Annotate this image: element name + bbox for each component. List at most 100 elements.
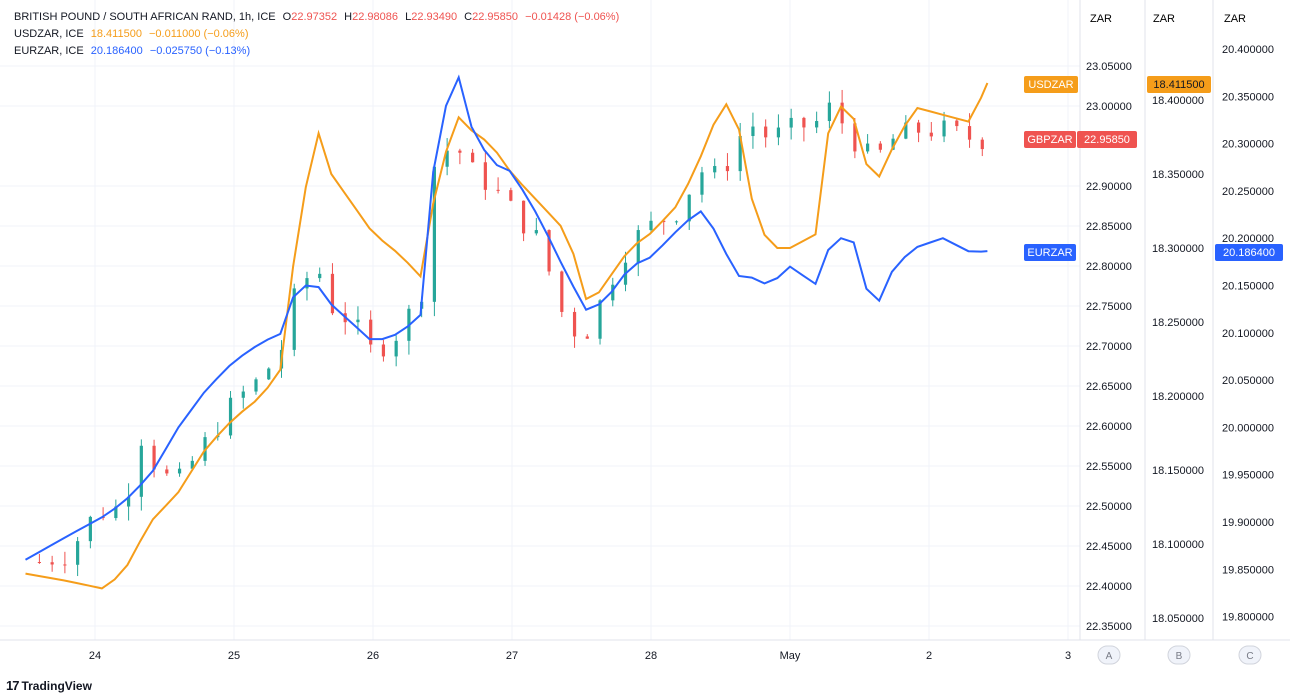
candle-body <box>840 102 844 124</box>
legend-change: −0.01428 (−0.06%) <box>525 11 620 23</box>
axis-b-unit: ZAR <box>1153 13 1175 25</box>
axis-a-tick-label: 22.70000 <box>1086 341 1132 353</box>
candle-body <box>636 230 640 263</box>
axis-b-tick-label: 18.350000 <box>1152 169 1204 181</box>
legend-eurzar[interactable]: EURZAR, ICE 20.186400 −0.025750 (−0.13%) <box>14 43 623 60</box>
axis-c-tick-label: 20.100000 <box>1222 328 1274 340</box>
axis-b-tick-label: 18.050000 <box>1152 613 1204 625</box>
axis-b-ticks: 18.400000 18.350000 18.300000 18.250000 18.2… <box>1152 95 1204 625</box>
axis-c-tick-label: 20.200000 <box>1222 233 1274 245</box>
candle-body <box>292 288 296 350</box>
axis-a-tick-label: 22.40000 <box>1086 581 1132 593</box>
candle-body <box>789 117 793 128</box>
candle-body <box>878 143 882 150</box>
legend-gbpzar[interactable]: BRITISH POUND / SOUTH AFRICAN RAND, 1h, … <box>14 9 623 26</box>
axis-a-tick-label: 22.35000 <box>1086 621 1132 633</box>
candle-body <box>866 143 870 152</box>
gbpzar-tag: GBPZAR 22.95850 <box>1024 131 1137 148</box>
candle-body <box>802 117 806 128</box>
candle-body <box>687 194 691 222</box>
scale-c-label: C <box>1246 651 1253 662</box>
candle-body <box>572 311 577 337</box>
axis-c-tick-label: 20.300000 <box>1222 139 1274 151</box>
candle-body <box>827 102 831 122</box>
candle-body <box>713 166 717 173</box>
axis-b-tick-label: 18.400000 <box>1152 95 1204 107</box>
axis-c-tick-label: 19.900000 <box>1222 517 1274 529</box>
candle-body <box>76 541 80 565</box>
legend-eurzar-symbol: EURZAR, ICE <box>14 45 84 57</box>
candle-body <box>267 368 271 380</box>
axis-c-ticks: 20.400000 20.350000 20.300000 20.250000 20.2… <box>1222 44 1274 624</box>
legend-eurzar-value: 20.186400 <box>90 45 143 57</box>
candle-body <box>751 126 755 137</box>
candle-body <box>738 136 742 172</box>
axis-c-tick-label: 20.050000 <box>1222 375 1274 387</box>
grid <box>0 0 1080 640</box>
legend-eurzar-change: −0.025750 (−0.13%) <box>149 45 251 57</box>
candle-body <box>394 340 398 357</box>
legend-h: 22.98086 <box>352 11 399 23</box>
axis-c-tick-label: 20.150000 <box>1222 281 1274 293</box>
axis-a-tick-label: 22.60000 <box>1086 421 1132 433</box>
candle-body <box>152 445 156 470</box>
tradingview-logo[interactable]: 17 TradingView <box>6 678 92 693</box>
candle-body <box>381 344 386 357</box>
candle-body <box>980 139 984 150</box>
axis-c-tick-label: 19.950000 <box>1222 470 1274 482</box>
legend-h-label: H <box>344 11 353 23</box>
usdzar-line <box>25 82 989 590</box>
candle-body <box>967 126 972 140</box>
usdzar-tag-label: USDZAR <box>1028 79 1073 91</box>
candle-body <box>815 121 819 128</box>
usdzar-tag-value: 18.411500 <box>1153 79 1204 91</box>
candle-body <box>177 468 182 474</box>
scale-a-button[interactable]: A <box>1097 645 1121 665</box>
candle-body <box>445 150 449 167</box>
candle-body <box>585 336 589 339</box>
legend-usdzar-change: −0.011000 (−0.06%) <box>149 28 249 40</box>
candle-body <box>725 166 730 172</box>
time-axis-tick-label: 27 <box>506 650 518 662</box>
candle-body <box>165 469 169 474</box>
time-axis-tick-label: 25 <box>228 650 240 662</box>
axis-b-tick-label: 18.150000 <box>1152 465 1204 477</box>
candle-body <box>139 445 143 497</box>
axis-b-tick-label: 18.300000 <box>1152 243 1204 255</box>
candle-body <box>942 120 946 137</box>
candle-body <box>560 271 564 312</box>
legend-usdzar-value: 18.411500 <box>90 28 142 40</box>
candle-body <box>190 460 194 469</box>
scale-b-button[interactable]: B <box>1167 645 1191 665</box>
candle-body <box>776 127 781 138</box>
candle-body <box>598 300 602 339</box>
legend-usdzar-symbol: USDZAR, ICE <box>14 28 84 40</box>
axis-a-tick-label: 22.80000 <box>1086 261 1132 273</box>
candle-body <box>521 200 526 234</box>
candle-body <box>700 172 704 195</box>
axis-a-unit: ZAR <box>1090 13 1112 25</box>
candle-body <box>674 221 679 223</box>
candle-body <box>241 391 245 398</box>
eurzar-tag-label: EURZAR <box>1027 247 1072 259</box>
legend-usdzar[interactable]: USDZAR, ICE 18.411500 −0.011000 (−0.06%) <box>14 26 623 43</box>
candle-body <box>228 397 233 436</box>
candle-body <box>662 220 666 223</box>
gbpzar-tag-value: 22.95850 <box>1084 134 1130 146</box>
candle-body <box>891 138 895 150</box>
axis-a-ticks: 23.05000 23.00000 22.90000 22.85000 22.80000… <box>1086 61 1132 633</box>
axis-c-tick-label: 20.350000 <box>1222 91 1274 103</box>
axis-a-tick-label: 22.55000 <box>1086 461 1132 473</box>
candle-body <box>929 132 933 137</box>
time-axis-tick-label: 26 <box>367 650 379 662</box>
eurzar-tag: EURZAR 20.186400 <box>1024 244 1283 261</box>
candle-body <box>496 189 500 191</box>
gbpzar-candles <box>37 89 984 577</box>
scale-c-button[interactable]: C <box>1238 645 1262 665</box>
tradingview-logo-icon: 17 <box>6 678 20 694</box>
axis-c-tick-label: 20.250000 <box>1222 186 1274 198</box>
candle-body <box>853 123 857 152</box>
candle-body <box>356 319 360 323</box>
candle-body <box>904 122 908 139</box>
